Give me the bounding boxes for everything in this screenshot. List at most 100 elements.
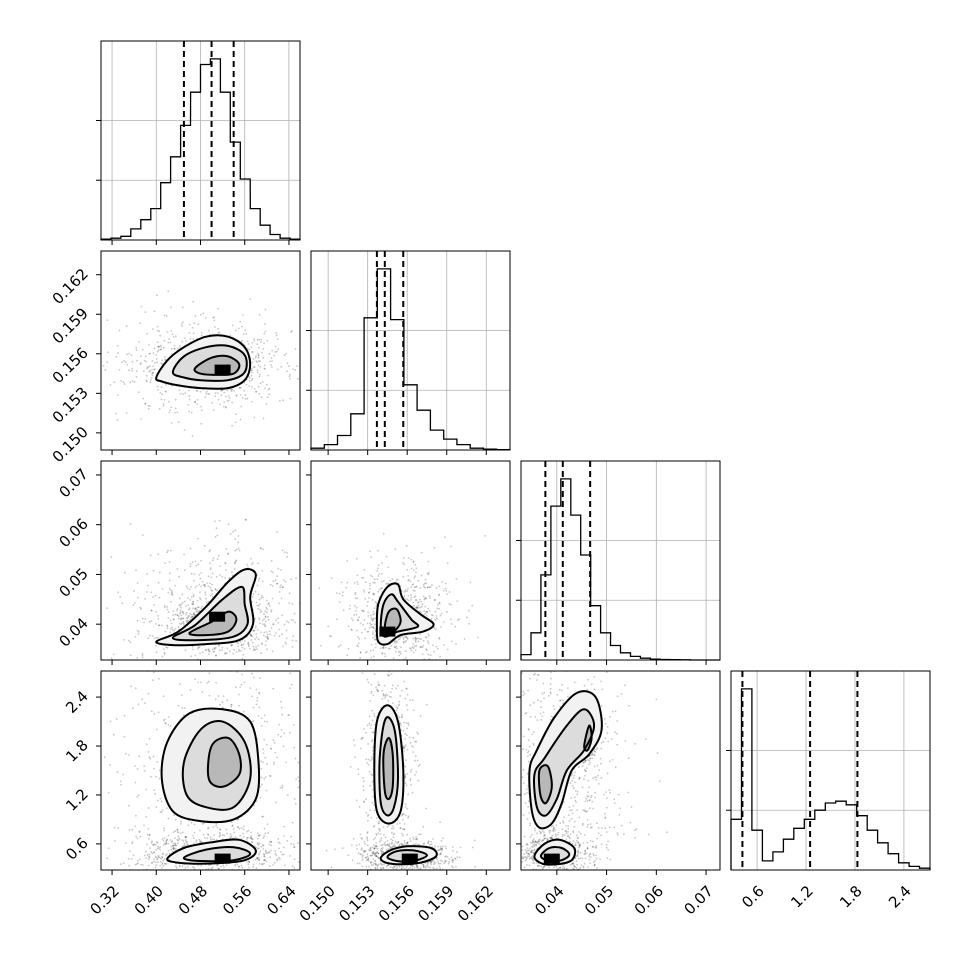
sample-point: [194, 608, 197, 611]
sample-point: [420, 551, 423, 554]
sample-point: [263, 859, 265, 861]
sample-point: [404, 636, 407, 638]
sample-point: [231, 324, 234, 327]
sample-point: [199, 591, 201, 594]
sample-point: [446, 648, 449, 651]
sample-point: [155, 623, 157, 625]
sample-point: [349, 354, 351, 356]
sample-point: [258, 706, 261, 709]
sample-point: [208, 694, 211, 697]
sample-point: [214, 536, 217, 538]
sample-point: [152, 755, 155, 758]
sample-point: [136, 370, 138, 373]
sample-point: [270, 364, 272, 366]
sample-point: [106, 607, 108, 609]
sample-point: [277, 348, 280, 350]
sample-point: [444, 587, 447, 590]
sample-point: [193, 322, 196, 325]
sample-point: [293, 798, 296, 800]
sample-point: [251, 641, 254, 644]
sample-point: [270, 609, 273, 611]
sample-point: [342, 609, 345, 612]
sample-point: [113, 826, 116, 829]
sample-point: [257, 360, 260, 362]
sample-point: [235, 651, 238, 653]
sample-point: [218, 649, 221, 652]
sample-point: [161, 359, 164, 362]
sample-point: [424, 586, 426, 589]
sample-point: [281, 586, 284, 589]
sample-point: [374, 623, 376, 626]
sample-point: [256, 361, 259, 364]
sample-point: [412, 647, 415, 649]
hist-panel-2: [516, 460, 721, 665]
sample-point: [440, 626, 442, 628]
sample-point: [424, 578, 427, 581]
sample-point: [354, 597, 357, 600]
sample-point: [275, 619, 277, 622]
sample-point: [204, 396, 207, 399]
sample-point: [410, 649, 413, 652]
sample-point: [425, 597, 427, 599]
sample-point: [417, 579, 420, 582]
sample-point: [414, 639, 417, 642]
sample-point: [223, 677, 225, 679]
sample-point: [441, 581, 443, 583]
sample-point: [420, 638, 422, 640]
sample-point: [262, 596, 264, 599]
sample-point: [196, 390, 199, 392]
sample-point: [274, 579, 277, 581]
sample-point: [436, 617, 438, 620]
sample-point: [260, 717, 263, 720]
sample-point: [404, 597, 407, 600]
sample-point: [145, 379, 148, 382]
sample-point: [215, 822, 218, 825]
sample-point: [237, 677, 239, 679]
sample-point: [435, 615, 438, 617]
sample-point: [250, 639, 253, 641]
sample-point: [208, 672, 211, 675]
sample-point: [160, 800, 163, 803]
sample-point: [188, 608, 190, 611]
sample-point: [188, 398, 191, 401]
sample-point: [191, 616, 193, 618]
sample-point: [96, 855, 98, 857]
sample-point: [419, 606, 421, 609]
sample-point: [205, 392, 208, 395]
sample-point: [198, 583, 201, 586]
hist-panel-1: [306, 250, 511, 455]
sample-point: [355, 557, 358, 560]
sample-point: [264, 665, 266, 667]
sample-point: [225, 406, 228, 409]
sample-point: [362, 609, 364, 612]
sample-point: [171, 626, 173, 629]
sample-point: [252, 593, 255, 596]
sample-point: [260, 594, 263, 597]
sample-point: [97, 358, 99, 360]
sample-point: [187, 604, 190, 606]
sample-point: [177, 831, 180, 834]
sample-point: [103, 756, 106, 759]
sample-point: [259, 382, 262, 385]
sample-point: [294, 621, 297, 624]
sample-point: [84, 667, 86, 669]
sample-point: [158, 596, 161, 599]
sample-point: [374, 678, 376, 680]
sample-point: [156, 385, 159, 388]
sample-point: [191, 326, 194, 329]
sample-point: [99, 780, 101, 782]
sample-point: [167, 724, 170, 726]
sample-point: [188, 410, 191, 413]
sample-point: [133, 381, 136, 383]
sample-point: [255, 633, 258, 635]
sample-point: [281, 633, 283, 635]
sample-point: [208, 329, 210, 332]
sample-point: [214, 646, 217, 649]
sample-point: [135, 346, 138, 349]
sample-point: [235, 560, 237, 563]
sample-point: [195, 839, 198, 842]
sample-point: [164, 630, 167, 633]
sample-point: [141, 534, 144, 536]
sample-point: [256, 369, 259, 372]
sample-point: [405, 544, 408, 547]
